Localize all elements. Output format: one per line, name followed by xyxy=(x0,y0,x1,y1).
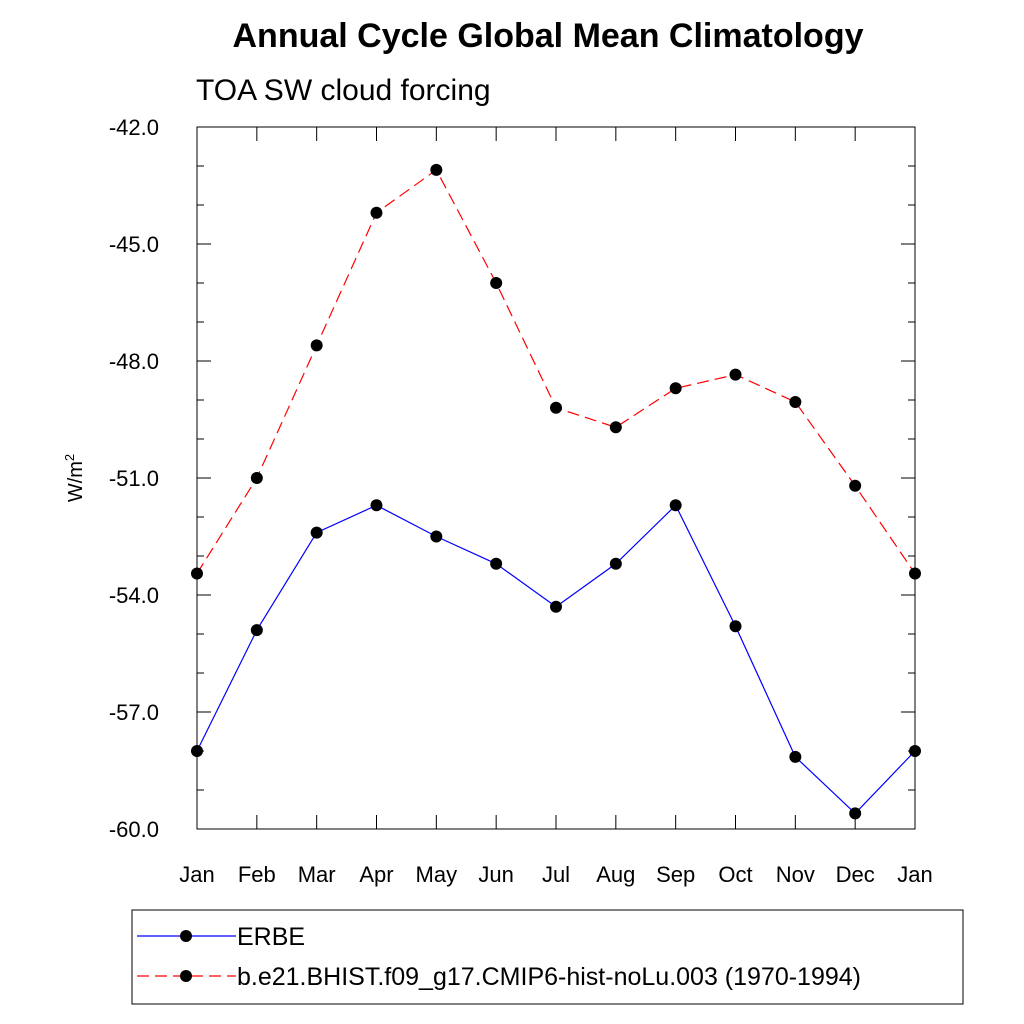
data-point-series-2 xyxy=(849,479,862,492)
legend-label-1: ERBE xyxy=(237,923,305,951)
data-point-series-1 xyxy=(789,750,802,763)
data-point-series-2 xyxy=(490,277,503,289)
data-point-series-2 xyxy=(370,206,383,219)
plot-frame xyxy=(196,126,916,830)
data-point-series-2 xyxy=(310,339,323,352)
data-point-series-2 xyxy=(909,567,921,580)
x-tick-label: Feb xyxy=(238,862,276,887)
data-point-series-1 xyxy=(909,745,921,757)
y-axis-label-text: W/m xyxy=(65,461,87,502)
data-point-series-2 xyxy=(789,395,802,408)
data-point-series-2 xyxy=(430,163,443,176)
data-point-series-1 xyxy=(490,557,503,570)
data-point-series-1 xyxy=(669,499,682,512)
data-point-series-1 xyxy=(729,620,742,633)
x-tick-label: Jul xyxy=(542,862,570,887)
legend-marker-2 xyxy=(180,970,192,982)
data-point-series-1 xyxy=(609,557,622,570)
y-tick-label: -54.0 xyxy=(109,583,159,608)
data-point-series-2 xyxy=(250,472,263,484)
series-line-2 xyxy=(196,169,916,574)
series-lines xyxy=(196,169,916,815)
x-tick-label: Aug xyxy=(596,862,635,887)
data-point-series-1 xyxy=(550,600,562,613)
x-tick-label: Jun xyxy=(478,862,513,887)
y-tick-label: -57.0 xyxy=(109,700,159,725)
legend-box xyxy=(131,909,964,1005)
y-tick-label: -45.0 xyxy=(109,232,159,257)
data-point-series-1 xyxy=(310,526,323,539)
x-tick-label: Apr xyxy=(359,862,393,887)
data-point-series-2 xyxy=(729,368,742,381)
x-tick-label: Mar xyxy=(298,862,336,887)
data-point-series-1 xyxy=(191,745,203,757)
legend: ERBE b.e21.BHIST.f09_g17.CMIP6-hist-noLu.… xyxy=(131,909,964,1005)
chart-title: Annual Cycle Global Mean Climatology xyxy=(233,17,864,55)
x-tick-marks xyxy=(196,127,916,829)
y-tick-label: -51.0 xyxy=(109,466,159,491)
x-tick-labels: Jan Feb Mar Apr May Jun Jul Aug Sep Oct Nov Dec Jan xyxy=(179,862,932,887)
y-axis-label: W/m2 xyxy=(62,454,87,502)
data-point-series-2 xyxy=(191,567,203,580)
x-tick-label: May xyxy=(416,862,458,887)
legend-marker-1 xyxy=(180,930,192,942)
y-tick-marks xyxy=(197,126,915,830)
data-point-series-1 xyxy=(430,530,443,543)
series-points xyxy=(191,163,921,820)
x-tick-label: Sep xyxy=(656,862,695,887)
y-axis-label-superscript: 2 xyxy=(62,454,77,461)
x-tick-label: Oct xyxy=(718,862,752,887)
data-point-series-1 xyxy=(849,807,862,820)
legend-label-2: b.e21.BHIST.f09_g17.CMIP6-hist-noLu.003 … xyxy=(237,963,861,991)
x-tick-label: Nov xyxy=(776,862,815,887)
data-point-series-2 xyxy=(669,382,682,395)
y-tick-label: -60.0 xyxy=(109,817,159,842)
y-tick-label: -42.0 xyxy=(109,115,159,140)
chart-subtitle: TOA SW cloud forcing xyxy=(196,74,491,107)
plot-area xyxy=(191,126,921,830)
series-line-1 xyxy=(196,504,916,815)
data-point-series-2 xyxy=(609,421,622,434)
x-tick-label: Jan xyxy=(897,862,932,887)
x-tick-label: Dec xyxy=(836,862,875,887)
data-point-series-1 xyxy=(370,499,383,512)
y-tick-label: -48.0 xyxy=(109,349,159,374)
data-point-series-2 xyxy=(550,401,562,414)
x-tick-label: Jan xyxy=(179,862,214,887)
y-tick-labels: -42.0 -45.0 -48.0 -51.0 -54.0 -57.0 -60.0 xyxy=(109,115,159,842)
data-point-series-1 xyxy=(250,624,263,637)
